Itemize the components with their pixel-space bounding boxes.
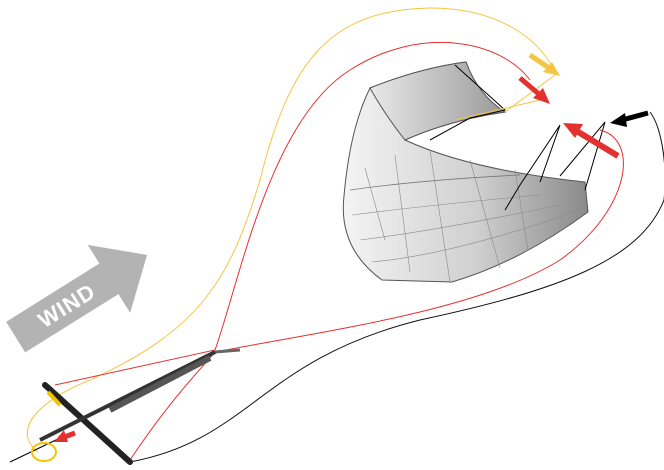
depower-pulley — [214, 348, 241, 354]
bridles — [429, 64, 606, 211]
kite-canopy — [342, 61, 589, 283]
wind-arrow: WIND — [6, 244, 148, 353]
control-bar — [9, 350, 216, 465]
front-line-red-2 — [129, 129, 624, 461]
steering-line-yellow — [26, 7, 556, 453]
bridle-yellow-2 — [454, 99, 541, 121]
front-line-red — [54, 42, 531, 386]
back-line-black — [129, 111, 664, 463]
force-arrows — [54, 52, 649, 442]
